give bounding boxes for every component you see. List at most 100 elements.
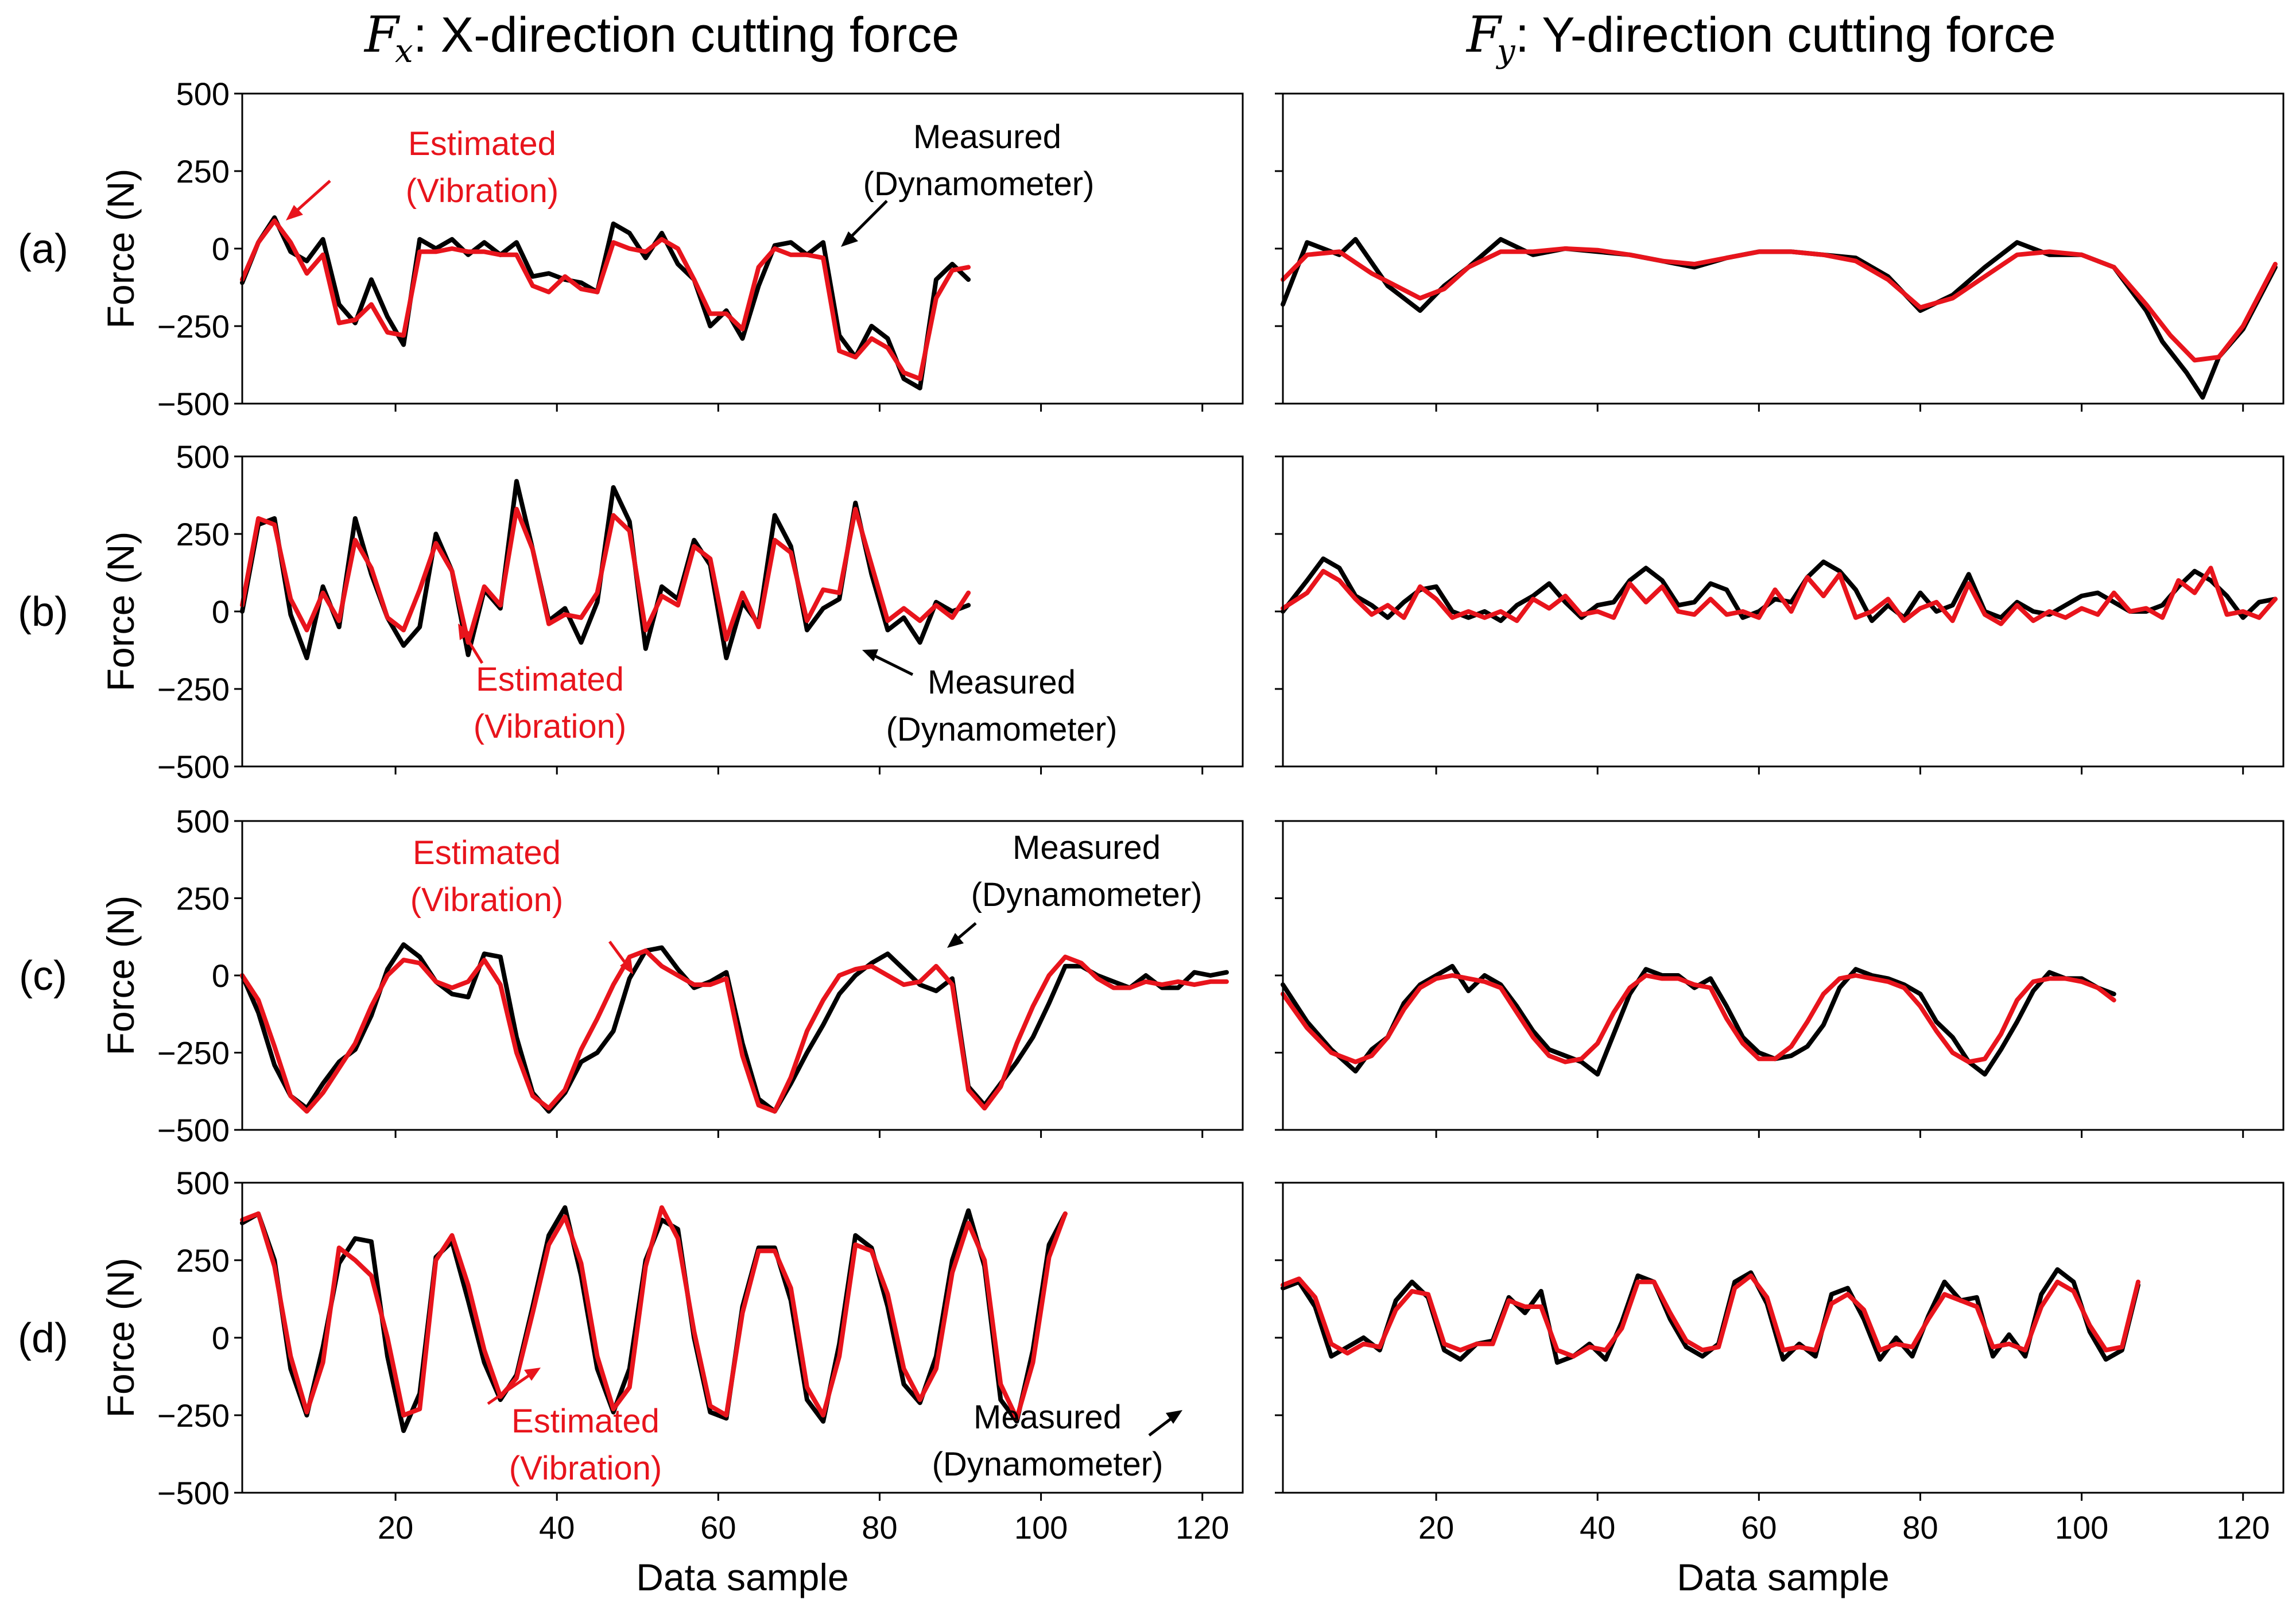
column-title-fx-text: : X-direction cutting force: [413, 7, 959, 63]
annotation-c-measured-arrowhead: [947, 933, 964, 948]
panel-2-1: [1275, 820, 2285, 1138]
x-tick-label: 20: [378, 1509, 413, 1546]
column-title-fy-symbol: F: [1465, 6, 1503, 64]
y-tick-label: 250: [176, 516, 230, 552]
annotation-c-measured: Measured (Dynamometer): [947, 829, 1202, 948]
annotation-a-measured-line1: Measured: [913, 118, 1061, 156]
y-axis-label: Force (N): [99, 169, 142, 329]
series-estimated-line: [1281, 973, 2116, 1064]
annotation-d-measured-line2: (Dynamometer): [932, 1446, 1163, 1483]
series-measured-line: [1281, 237, 2278, 400]
y-tick-label: −500: [157, 1112, 230, 1148]
annotation-b-measured-line2: (Dynamometer): [886, 711, 1118, 748]
annotation-d-estimated-line1: Estimated: [511, 1403, 660, 1440]
y-tick-label: −250: [157, 1035, 230, 1071]
annotation-a-measured-line2: (Dynamometer): [863, 165, 1095, 203]
column-title-fx: F x : X-direction cutting force: [363, 6, 959, 70]
y-tick-label: 250: [176, 881, 230, 917]
annotation-b-estimated-line2: (Vibration): [474, 708, 627, 745]
annotation-c-estimated-arrowhead: [620, 958, 633, 974]
annotation-b-estimated-line1: Estimated: [476, 661, 624, 698]
annotation-b-measured-arrowhead: [862, 649, 878, 661]
annotation-b-measured: Measured (Dynamometer): [862, 649, 1117, 748]
y-tick-label: −250: [157, 308, 230, 344]
annotation-c-measured-line2: (Dynamometer): [971, 876, 1203, 913]
x-tick-label: 60: [1741, 1509, 1777, 1546]
annotation-d-estimated-arrowhead: [524, 1368, 541, 1381]
annotation-a-estimated-line2: (Vibration): [406, 172, 559, 210]
y-tick-label: 250: [176, 1242, 230, 1279]
column-title-fy: F y : Y-direction cutting force: [1465, 6, 2056, 70]
annotation-d-estimated-arrow: [487, 1370, 535, 1405]
annotation-a-measured-arrow: [846, 200, 888, 242]
annotation-a-measured-arrowhead: [841, 231, 858, 247]
y-axis-label: Force (N): [99, 896, 142, 1056]
y-tick-label: 0: [212, 958, 230, 994]
y-tick-label: −500: [157, 386, 230, 422]
y-tick-label: 250: [176, 153, 230, 189]
x-tick-label: 100: [1014, 1509, 1068, 1546]
x-tick-label: 80: [862, 1509, 897, 1546]
plot-frame: [1282, 92, 2285, 405]
x-tick-label: 60: [700, 1509, 736, 1546]
series-estimated-line: [240, 1205, 1068, 1421]
series-estimated-line: [240, 948, 1229, 1114]
y-tick-label: −500: [157, 749, 230, 785]
y-tick-label: 500: [176, 76, 230, 112]
chart-panels: 500 250 0 −250 −500 Force (N) (a) 500 250 0 −250 −5…: [18, 76, 2285, 1598]
y-tick-label: 0: [212, 594, 230, 630]
x-tick-label: 120: [2216, 1509, 2270, 1546]
column-title-fx-subscript: x: [395, 33, 413, 70]
y-axis-label: Force (N): [99, 1258, 142, 1418]
column-title-fy-subscript: y: [1495, 33, 1516, 70]
annotation-c-measured-line1: Measured: [1013, 829, 1161, 866]
panel-1-1: [1275, 455, 2285, 774]
series-estimated-line: [240, 218, 971, 381]
y-tick-label: 500: [176, 1165, 230, 1201]
series-measured-line: [1281, 556, 2278, 624]
annotation-a-measured: Measured (Dynamometer): [841, 118, 1094, 247]
plot-frame: [241, 455, 1244, 768]
column-title-fy-text: : Y-direction cutting force: [1515, 7, 2056, 63]
y-tick-label: 500: [176, 439, 230, 475]
annotation-b-estimated: Estimated (Vibration): [458, 624, 626, 745]
y-tick-label: −500: [157, 1475, 230, 1511]
row-label: (c): [19, 953, 67, 999]
y-tick-label: 0: [212, 231, 230, 267]
plot-frame: [241, 92, 1244, 405]
panel-1-0: 500 250 0 −250 −500 Force (N) (b): [18, 439, 1244, 785]
series-estimated-line: [1281, 1273, 2140, 1359]
series-measured-line: [240, 215, 971, 390]
plot-frame: [1282, 1182, 2285, 1494]
annotation-d-estimated-line2: (Vibration): [509, 1450, 662, 1487]
x-tick-label: 80: [1902, 1509, 1938, 1546]
annotation-a-estimated-arrowhead: [286, 205, 303, 220]
annotation-c-estimated-line1: Estimated: [413, 834, 561, 872]
series-measured-line: [1281, 963, 2116, 1077]
annotation-b-measured-arrow: [868, 652, 914, 676]
column-title-fx-symbol: F: [363, 6, 401, 64]
panel-0-1: [1275, 92, 2285, 412]
panel-3-0: 500 250 0 −250 −500 20 40 60 80 100 120 Force (N) (d…: [18, 1165, 1244, 1598]
y-tick-label: −250: [157, 671, 230, 707]
annotation-c-estimated-line2: (Vibration): [410, 881, 564, 919]
x-axis-label: Data sample: [636, 1556, 849, 1598]
annotation-a-estimated: Estimated (Vibration): [286, 125, 559, 220]
row-label: (a): [18, 226, 68, 272]
y-tick-label: −250: [157, 1397, 230, 1434]
plot-frame: [241, 1182, 1244, 1494]
panel-2-0: 500 250 0 −250 −500 Force (N) (c): [19, 803, 1244, 1148]
x-tick-label: 40: [1580, 1509, 1615, 1546]
plot-frame: [1282, 455, 2285, 768]
annotation-d-measured-line1: Measured: [974, 1399, 1122, 1436]
panel-0-0: 500 250 0 −250 −500 Force (N) (a): [18, 76, 1244, 422]
y-tick-label: 500: [176, 803, 230, 839]
annotation-a-estimated-line1: Estimated: [408, 125, 556, 162]
y-axis-label: Force (N): [99, 532, 142, 692]
annotation-b-measured-line1: Measured: [928, 664, 1076, 701]
y-tick-label: 0: [212, 1320, 230, 1356]
series-estimated-line: [240, 506, 971, 645]
annotation-c-estimated: Estimated (Vibration): [410, 834, 633, 974]
panel-3-1: 20 40 60 80 100 120 Data sample: [1275, 1182, 2285, 1598]
